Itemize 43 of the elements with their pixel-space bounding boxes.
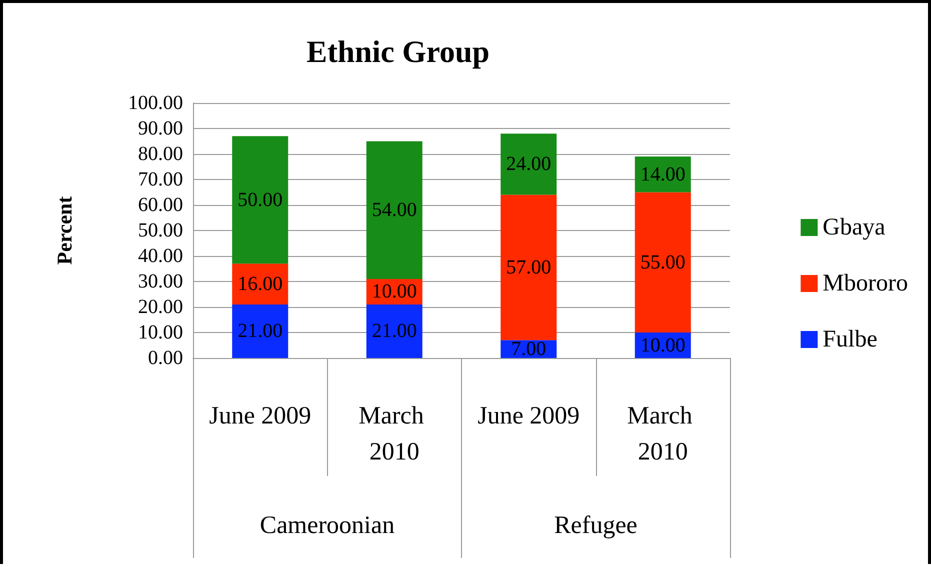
y-tick-label: 20.00 bbox=[138, 296, 183, 318]
y-tick-label: 30.00 bbox=[138, 270, 183, 292]
data-label: 10.00 bbox=[640, 334, 686, 356]
data-label: 55.00 bbox=[640, 251, 686, 274]
data-label: 7.00 bbox=[511, 338, 546, 360]
data-label: 54.00 bbox=[372, 199, 417, 222]
bar bbox=[366, 304, 422, 358]
data-label: 14.00 bbox=[640, 163, 686, 186]
data-label: 21.00 bbox=[372, 320, 417, 342]
y-axis-title: Percent bbox=[52, 196, 76, 265]
data-label: 24.00 bbox=[506, 153, 552, 176]
y-tick-label: 50.00 bbox=[138, 220, 183, 242]
bar bbox=[232, 264, 288, 304]
x-tick-label: March 2010 bbox=[358, 402, 430, 466]
chart-title: Ethnic Group bbox=[306, 34, 490, 69]
data-label: 57.00 bbox=[506, 256, 552, 278]
y-tick-label: 10.00 bbox=[138, 322, 183, 344]
bar bbox=[634, 192, 691, 332]
bar bbox=[366, 141, 422, 279]
legend-label: Fulbe bbox=[822, 326, 878, 352]
legend-label: Mbororo bbox=[822, 270, 908, 296]
text: Refugee bbox=[554, 512, 638, 539]
x-tick-label: June 2009 bbox=[209, 402, 312, 430]
x-tick-label: June 2009 bbox=[478, 402, 580, 430]
data-label: 16.00 bbox=[238, 273, 283, 296]
text: Cameroonian bbox=[260, 512, 396, 539]
y-tick-label: 60.00 bbox=[138, 194, 183, 216]
bar bbox=[232, 304, 288, 358]
data-label: 21.00 bbox=[238, 320, 283, 342]
bar bbox=[232, 136, 288, 264]
y-tick-label: 0.00 bbox=[148, 347, 183, 369]
y-tick-label: 90.00 bbox=[138, 118, 183, 140]
y-tick-label: 40.00 bbox=[138, 245, 183, 267]
x-tick-label: March 2010 bbox=[627, 402, 699, 466]
bar bbox=[500, 134, 557, 195]
y-tick-label: 100.00 bbox=[128, 92, 183, 114]
y-tick-label: 80.00 bbox=[138, 143, 183, 165]
data-label: 50.00 bbox=[238, 188, 283, 211]
y-tick-label: 70.00 bbox=[138, 168, 183, 190]
bar bbox=[634, 156, 691, 192]
data-label: 10.00 bbox=[372, 280, 417, 303]
legend-label: Gbaya bbox=[822, 214, 886, 240]
bar bbox=[500, 194, 557, 340]
